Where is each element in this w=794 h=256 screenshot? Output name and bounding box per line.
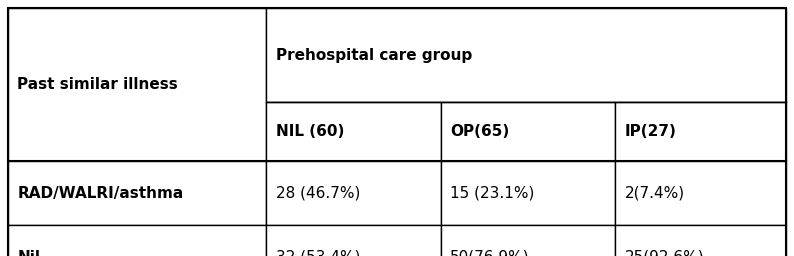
Text: 2(7.4%): 2(7.4%) <box>625 186 685 201</box>
Text: RAD/WALRI/asthma: RAD/WALRI/asthma <box>17 186 183 201</box>
Text: 28 (46.7%): 28 (46.7%) <box>276 186 360 201</box>
Bar <box>615 225 786 256</box>
Bar <box>8 225 266 256</box>
Text: Nil: Nil <box>17 250 40 256</box>
Text: Prehospital care group: Prehospital care group <box>276 48 472 62</box>
Text: 25(92.6%): 25(92.6%) <box>625 250 704 256</box>
Text: OP(65): OP(65) <box>450 124 510 139</box>
Bar <box>8 8 266 161</box>
Text: 50(76.9%): 50(76.9%) <box>450 250 530 256</box>
Bar <box>441 225 615 256</box>
Bar <box>266 8 786 102</box>
Text: NIL (60): NIL (60) <box>276 124 344 139</box>
Bar <box>615 161 786 225</box>
Bar <box>266 102 441 161</box>
Bar <box>266 161 441 225</box>
Bar <box>441 161 615 225</box>
Text: Past similar illness: Past similar illness <box>17 77 178 92</box>
Text: 32 (53.4%): 32 (53.4%) <box>276 250 360 256</box>
Text: IP(27): IP(27) <box>625 124 676 139</box>
Bar <box>266 225 441 256</box>
Bar <box>8 161 266 225</box>
Bar <box>615 102 786 161</box>
Bar <box>441 102 615 161</box>
Text: 15 (23.1%): 15 (23.1%) <box>450 186 534 201</box>
